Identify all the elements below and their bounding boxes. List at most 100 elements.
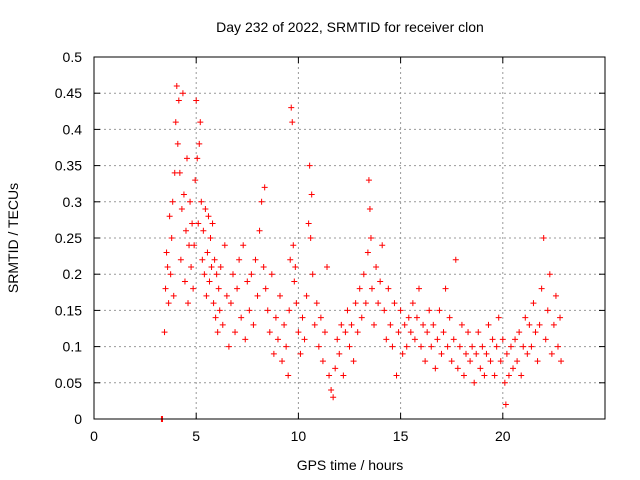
data-point [315, 343, 322, 350]
x-axis-label: GPS time / hours [297, 457, 404, 473]
data-point [165, 300, 172, 307]
data-point [174, 140, 181, 147]
y-tick-label: 0.5 [63, 49, 83, 65]
data-point [188, 263, 195, 270]
data-point [444, 343, 451, 350]
data-point [530, 300, 537, 307]
y-tick-label: 0.1 [63, 339, 83, 355]
data-point [268, 271, 275, 278]
data-point [499, 336, 506, 343]
data-point [277, 292, 284, 299]
data-point [487, 358, 494, 365]
data-point [481, 372, 488, 379]
data-point [187, 198, 194, 205]
data-point [401, 321, 408, 328]
data-point [428, 343, 435, 350]
data-point [454, 365, 461, 372]
x-tick-label: 0 [90, 428, 98, 444]
data-point [493, 343, 500, 350]
data-point [334, 336, 341, 343]
data-point [293, 300, 300, 307]
data-point [301, 336, 308, 343]
data-point [491, 372, 498, 379]
data-point [279, 358, 286, 365]
data-point [362, 300, 369, 307]
y-tick-label: 0.25 [55, 230, 82, 246]
data-point [442, 285, 449, 292]
data-point [558, 358, 565, 365]
data-point [403, 343, 410, 350]
data-point [285, 372, 292, 379]
data-point [274, 336, 281, 343]
data-point [261, 184, 268, 191]
data-point [306, 162, 313, 169]
data-point [548, 350, 555, 357]
data-point [399, 350, 406, 357]
data-point [289, 119, 296, 126]
data-point [242, 336, 249, 343]
data-point [246, 307, 253, 314]
data-point [179, 90, 186, 97]
data-point [209, 220, 216, 227]
data-point [176, 169, 183, 176]
data-point [214, 329, 221, 336]
data-point [196, 140, 203, 147]
data-point [512, 336, 519, 343]
data-point [524, 350, 531, 357]
data-point [346, 343, 353, 350]
data-point [342, 329, 349, 336]
y-tick-label: 0.05 [55, 375, 82, 391]
data-point [204, 249, 211, 256]
data-point [542, 336, 549, 343]
data-point [395, 329, 402, 336]
data-point [178, 206, 185, 213]
data-point [303, 292, 310, 299]
data-point [497, 358, 504, 365]
data-point [192, 177, 199, 184]
data-point [262, 285, 269, 292]
data-point [350, 358, 357, 365]
data-point [534, 358, 541, 365]
data-point [162, 285, 169, 292]
data-point [375, 300, 382, 307]
data-point [360, 271, 367, 278]
data-point [430, 321, 437, 328]
data-point [340, 372, 347, 379]
data-point [389, 343, 396, 350]
data-point [485, 321, 492, 328]
data-point [287, 256, 294, 263]
data-point [518, 372, 525, 379]
data-point [232, 329, 239, 336]
data-point [199, 256, 206, 263]
data-point [195, 220, 202, 227]
data-point [436, 307, 443, 314]
data-point [181, 278, 188, 285]
data-point [522, 314, 529, 321]
data-point [186, 242, 193, 249]
data-point [540, 235, 547, 241]
data-point [505, 372, 512, 379]
data-point [489, 336, 496, 343]
data-point [281, 321, 288, 328]
data-point [254, 292, 261, 299]
data-point [366, 206, 373, 213]
data-point [164, 263, 171, 270]
data-point [473, 350, 480, 357]
data-point [552, 292, 559, 299]
data-point [167, 271, 174, 278]
data-point [507, 343, 514, 350]
data-point [161, 329, 168, 336]
data-point [264, 307, 271, 314]
data-point [295, 329, 302, 336]
data-point [352, 300, 359, 307]
data-point [168, 235, 175, 241]
data-point [413, 314, 420, 321]
data-point [163, 249, 170, 256]
data-point [393, 372, 400, 379]
data-point [234, 285, 241, 292]
data-point [221, 242, 228, 249]
data-point [502, 401, 509, 408]
data-point [424, 329, 431, 336]
data-point [460, 372, 467, 379]
data-point [180, 191, 187, 198]
